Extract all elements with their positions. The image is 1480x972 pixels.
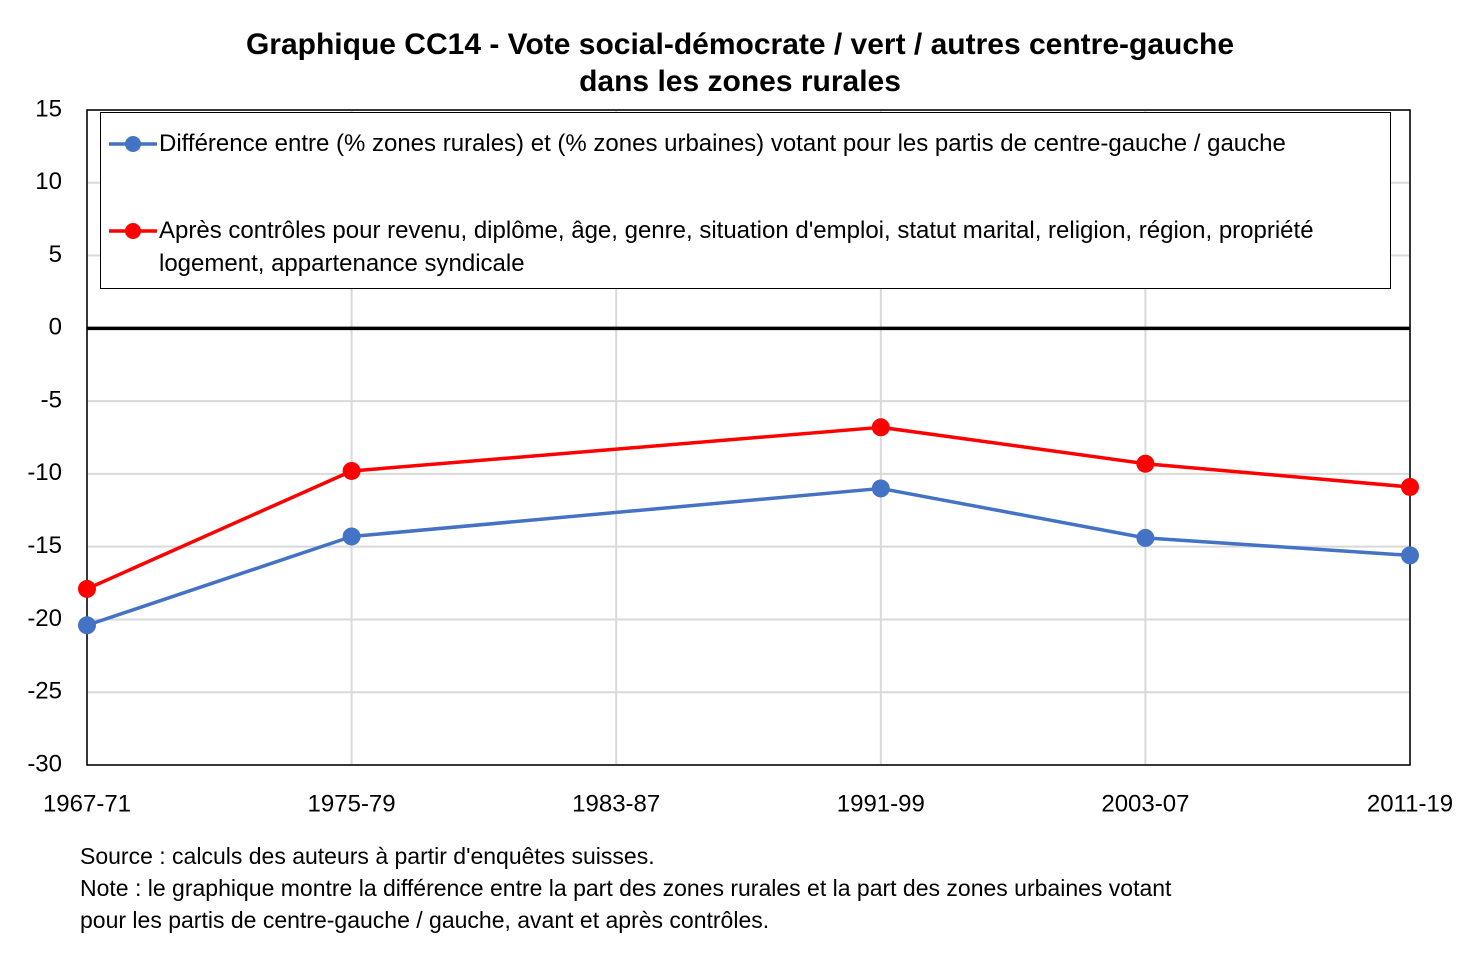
plot-frame bbox=[86, 109, 1411, 766]
marker bbox=[78, 579, 96, 598]
title-line: Graphique CC14 - Vote social-démocrate /… bbox=[245, 28, 1235, 61]
chart-title: Graphique CC14 - Vote social-démocrate /… bbox=[0, 26, 1480, 100]
y-tick-label: -30 bbox=[27, 750, 62, 777]
series-line-bridge bbox=[351, 486, 881, 539]
legend-marker bbox=[125, 136, 141, 152]
marker bbox=[342, 461, 361, 480]
legend: Différence entre (% zones rurales) et (%… bbox=[100, 112, 1391, 289]
y-tick-label: -25 bbox=[27, 678, 62, 705]
series-line-bridge bbox=[351, 425, 881, 473]
legend-label: Après contrôles pour revenu, diplôme, âg… bbox=[159, 217, 1314, 277]
marker bbox=[1401, 546, 1419, 565]
y-tick-label: 15 bbox=[35, 95, 62, 122]
y-tick-label: -10 bbox=[27, 459, 62, 486]
series-line bbox=[86, 469, 353, 591]
legend-marker bbox=[125, 223, 141, 239]
note-line: Source : calculs des auteurs à partir d'… bbox=[80, 843, 655, 869]
y-tick-label: -20 bbox=[27, 605, 62, 632]
marker bbox=[871, 479, 890, 498]
title-line: dans les zones rurales bbox=[579, 65, 901, 98]
legend-symbol bbox=[109, 223, 157, 239]
y-tick-label: 0 bbox=[49, 314, 62, 341]
legend-symbol bbox=[109, 136, 157, 152]
y-tick-label: 10 bbox=[35, 168, 62, 195]
note-line: pour les partis de centre-gauche / gauch… bbox=[80, 907, 770, 933]
y-tick-label: -15 bbox=[27, 532, 62, 559]
y-tick-label: 5 bbox=[49, 241, 62, 268]
y-tick-label: -5 bbox=[41, 386, 62, 413]
marker bbox=[1136, 528, 1155, 547]
x-tick-label: 1983-87 bbox=[572, 790, 660, 817]
x-tick-label: 1967-71 bbox=[43, 790, 131, 817]
notes: Source : calculs des auteurs à partir d'… bbox=[80, 840, 1171, 936]
legend-label: Différence entre (% zones rurales) et (%… bbox=[159, 130, 1286, 157]
x-tick-label: 1975-79 bbox=[308, 790, 396, 817]
marker bbox=[871, 418, 890, 437]
note-line: Note : le graphique montre la différence… bbox=[80, 875, 1172, 901]
marker bbox=[342, 527, 361, 546]
x-tick-label: 2011-19 bbox=[1367, 790, 1453, 817]
x-tick-label: 2003-07 bbox=[1101, 790, 1189, 817]
marker bbox=[1401, 477, 1419, 496]
marker bbox=[1136, 454, 1155, 473]
series-line bbox=[86, 534, 353, 627]
marker bbox=[78, 616, 96, 635]
x-tick-label: 1991-99 bbox=[837, 790, 925, 817]
